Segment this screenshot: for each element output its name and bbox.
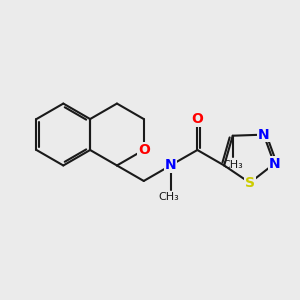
Text: N: N — [258, 128, 269, 142]
Text: O: O — [191, 112, 203, 126]
Text: CH₃: CH₃ — [159, 192, 179, 202]
Text: CH₃: CH₃ — [222, 160, 243, 170]
Text: N: N — [268, 157, 280, 171]
Text: N: N — [165, 158, 176, 172]
Text: O: O — [138, 143, 150, 157]
Text: S: S — [245, 176, 255, 190]
